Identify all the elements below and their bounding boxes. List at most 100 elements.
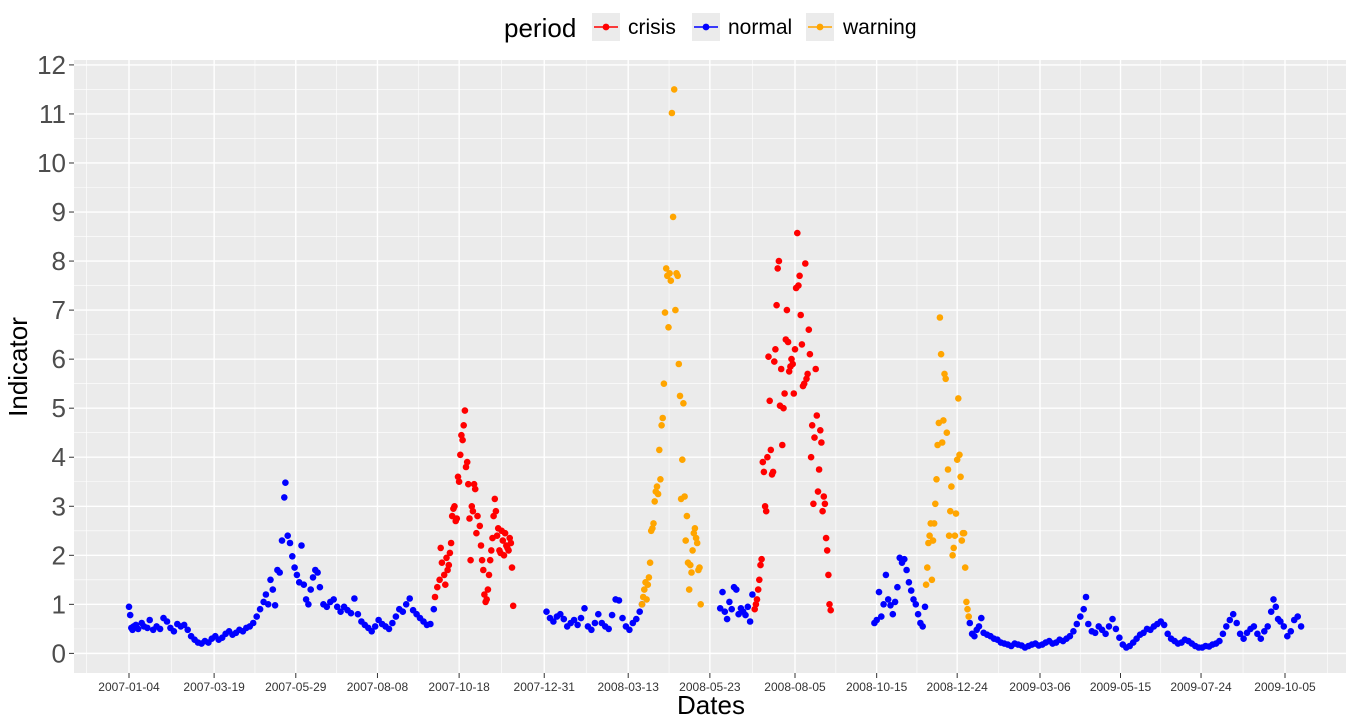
point-normal [615, 597, 623, 604]
x-tick-label: 2007-10-18 [428, 680, 490, 694]
y-tick-label: 7 [52, 295, 66, 325]
point-normal [399, 608, 407, 615]
point-crisis [499, 537, 507, 544]
point-crisis [431, 593, 439, 601]
point-warning [953, 456, 961, 464]
point-normal [269, 586, 277, 593]
y-tick-label: 5 [52, 393, 66, 423]
point-warning [689, 547, 696, 554]
point-warning [926, 532, 933, 539]
point-warning [645, 574, 653, 581]
point-crisis [466, 515, 473, 522]
point-normal [1082, 593, 1090, 601]
point-crisis [481, 591, 488, 598]
point-normal [919, 623, 926, 630]
point-warning [961, 564, 969, 571]
point-warning [688, 569, 695, 576]
point-crisis [753, 596, 761, 603]
point-normal [316, 583, 324, 591]
point-normal [156, 625, 164, 633]
point-warning [669, 213, 677, 221]
data-points [125, 86, 1305, 651]
point-warning [928, 576, 936, 584]
point-crisis [767, 446, 775, 454]
point-crisis [790, 390, 798, 397]
point-crisis [473, 529, 480, 537]
y-tick-label: 3 [52, 491, 66, 521]
point-crisis [802, 260, 809, 267]
point-normal [921, 603, 929, 611]
point-crisis [754, 586, 762, 593]
point-warning [943, 429, 951, 437]
point-crisis [804, 370, 811, 378]
point-normal [144, 624, 151, 632]
point-crisis [823, 547, 831, 554]
point-normal [402, 601, 410, 608]
x-tick-label: 2008-12-24 [926, 680, 988, 694]
point-warning [658, 422, 665, 429]
point-normal [560, 615, 568, 623]
point-normal [276, 569, 284, 576]
point-normal [1226, 616, 1234, 624]
point-normal [184, 626, 191, 634]
point-warning [656, 446, 663, 454]
point-crisis [800, 380, 808, 388]
point-normal [264, 601, 272, 608]
point-crisis [445, 561, 453, 569]
point-warning [682, 537, 689, 544]
point-normal [721, 608, 729, 615]
point-normal [1070, 628, 1077, 635]
legend-label-warning: warning [842, 16, 917, 39]
point-normal [1272, 603, 1280, 611]
point-warning [952, 510, 960, 517]
point-normal [368, 628, 376, 635]
x-tick-label: 2007-08-08 [347, 680, 409, 694]
point-crisis [781, 390, 788, 397]
point-normal [1085, 620, 1092, 628]
x-tick-label: 2008-03-13 [598, 680, 660, 694]
point-normal [249, 619, 257, 627]
point-normal [1164, 630, 1171, 638]
point-crisis [478, 556, 486, 564]
point-warning [950, 544, 957, 552]
point-normal [1160, 621, 1168, 629]
point-normal [570, 616, 578, 624]
point-crisis [794, 229, 801, 237]
point-crisis [762, 507, 770, 515]
point-warning [661, 309, 669, 316]
point-warning [644, 581, 652, 588]
point-normal [126, 611, 134, 619]
point-normal [1229, 610, 1237, 618]
point-normal [307, 586, 315, 593]
point-warning [958, 537, 966, 544]
point-crisis [508, 564, 516, 571]
point-crisis [446, 549, 454, 557]
point-normal [371, 623, 379, 630]
point-warning [667, 277, 675, 285]
point-normal [543, 608, 550, 615]
point-normal [894, 583, 901, 591]
point-warning [653, 483, 661, 490]
point-crisis [492, 507, 500, 515]
point-crisis [791, 346, 799, 353]
point-warning [964, 605, 971, 613]
point-crisis [821, 500, 829, 508]
point-normal [1116, 634, 1123, 641]
point-normal [1223, 623, 1230, 630]
point-crisis [474, 512, 481, 520]
point-normal [978, 614, 985, 622]
point-normal [298, 542, 305, 549]
point-normal [385, 625, 393, 633]
point-normal [289, 553, 296, 560]
x-tick-label: 2008-08-05 [764, 680, 826, 694]
legend-key-warning [806, 13, 834, 41]
point-crisis [477, 542, 485, 549]
point-normal [1287, 628, 1295, 635]
point-normal [314, 569, 321, 576]
point-warning [693, 539, 701, 547]
x-tick-label: 2008-05-23 [679, 680, 741, 694]
point-normal [1284, 632, 1291, 640]
point-warning [696, 564, 703, 571]
point-normal [903, 566, 910, 574]
